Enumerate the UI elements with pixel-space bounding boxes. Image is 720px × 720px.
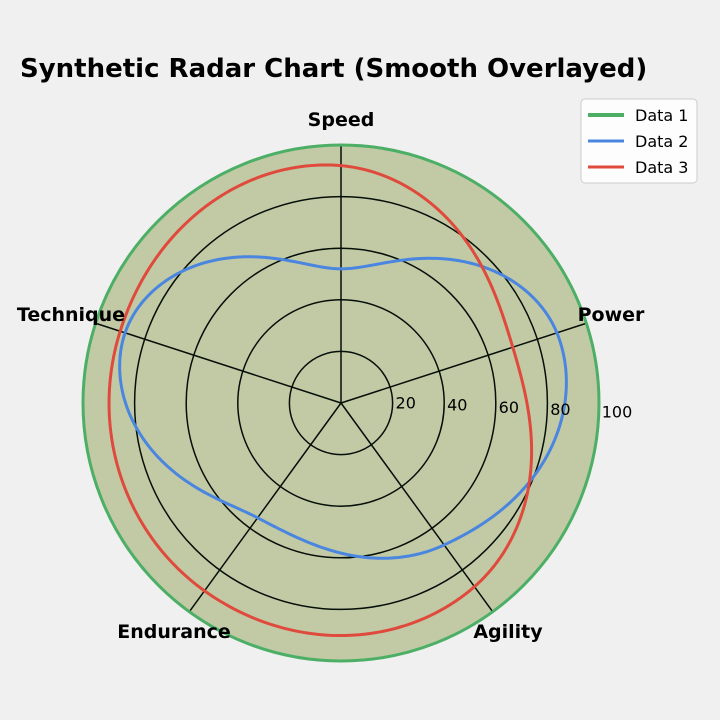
radial-tick-labels: 20 40 60 80 100 xyxy=(396,393,633,421)
spoke-endurance xyxy=(188,402,342,613)
tick-label-80: 80 xyxy=(550,400,570,419)
legend: Data 1 Data 2 Data 3 xyxy=(580,98,698,184)
series-layer xyxy=(81,143,601,663)
legend-label-data-1: Data 1 xyxy=(635,106,688,125)
series-data-2 xyxy=(118,255,568,560)
tick-label-40: 40 xyxy=(447,396,467,415)
tick-label-60: 60 xyxy=(499,398,519,417)
spoke-technique xyxy=(95,322,342,404)
tick-label-100: 100 xyxy=(602,402,633,421)
legend-label-data-3: Data 3 xyxy=(635,158,688,177)
tick-label-20: 20 xyxy=(396,393,416,412)
axis-spokes xyxy=(95,145,587,613)
axis-label-endurance: Endurance xyxy=(117,621,231,643)
series-data-1 xyxy=(81,143,601,663)
legend-label-data-2: Data 2 xyxy=(635,132,688,151)
chart-title: Synthetic Radar Chart (Smooth Overlayed) xyxy=(20,54,647,84)
spoke-power xyxy=(340,322,587,404)
axis-label-agility: Agility xyxy=(473,621,543,643)
series-data-3 xyxy=(107,163,534,638)
axis-label-speed: Speed xyxy=(308,109,375,131)
spoke-agility xyxy=(340,402,494,613)
axis-label-technique: Technique xyxy=(17,304,125,326)
axis-label-power: Power xyxy=(578,304,645,326)
legend-box xyxy=(580,98,698,184)
